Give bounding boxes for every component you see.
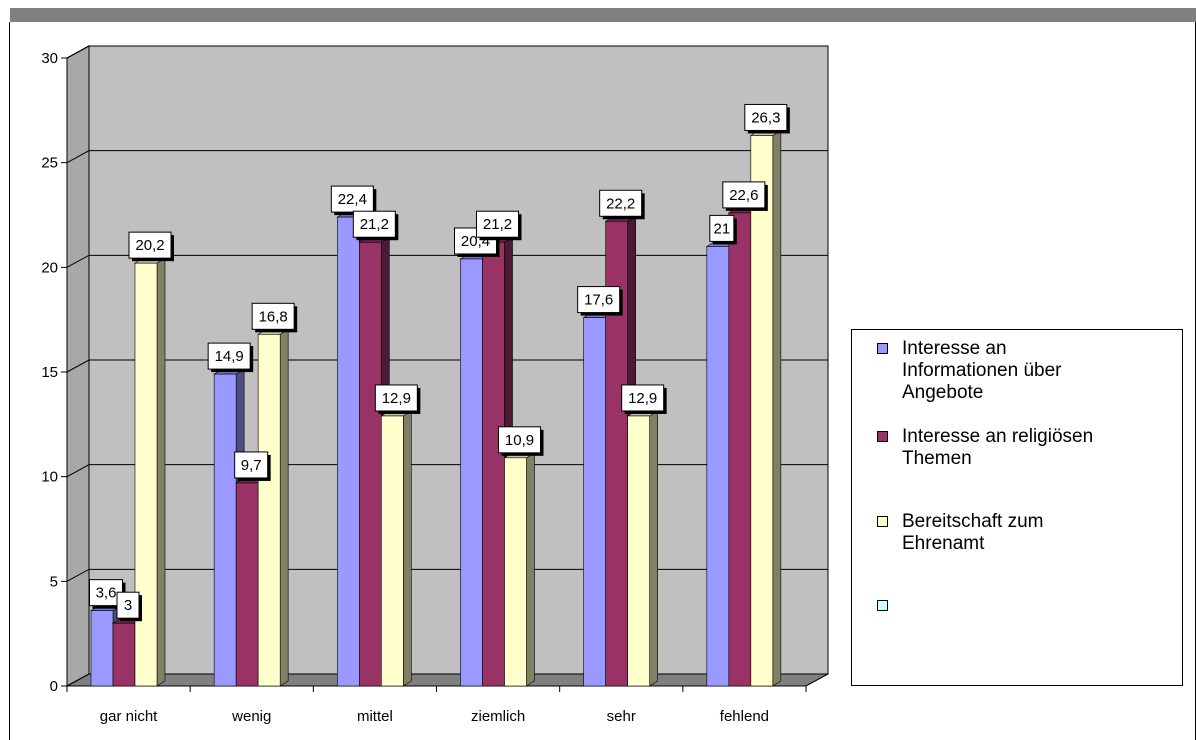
data-label: 16,8 <box>259 308 288 325</box>
data-label-box <box>577 286 621 314</box>
legend-label-3-line-2: Ehrenamt <box>902 533 985 554</box>
y-tick-label: 20 <box>41 259 58 276</box>
data-label: 21,2 <box>360 216 389 233</box>
legend-label-1-line-1: Interesse an <box>902 338 1007 359</box>
data-label: 22,4 <box>338 191 367 208</box>
bar <box>213 373 237 687</box>
bar <box>728 212 752 687</box>
bar <box>750 135 774 687</box>
data-label-box <box>722 181 766 209</box>
legend-swatch-4 <box>877 600 888 611</box>
data-label: 9,7 <box>241 457 262 474</box>
data-label: 20,2 <box>135 237 164 254</box>
data-label-box <box>599 189 643 217</box>
legend-label-2-line-1: Interesse an religiösen <box>902 426 1094 447</box>
data-label-box <box>207 342 251 370</box>
gridline <box>66 45 828 59</box>
x-tick-label: ziemlich <box>471 708 525 725</box>
data-label-box <box>234 451 269 479</box>
bar <box>359 241 382 687</box>
data-label-box <box>498 426 541 454</box>
legend-label-3: Bereitschaft zum Ehrenamt <box>902 511 1044 555</box>
legend-label-3-line-1: Bereitschaft zum <box>902 511 1044 532</box>
legend-swatch-3 <box>877 516 888 527</box>
chart-top-bar <box>10 8 1196 22</box>
bar-side <box>403 410 412 687</box>
gridline <box>66 150 828 164</box>
bar <box>627 415 650 687</box>
bar <box>583 317 606 687</box>
y-tick-label: 30 <box>41 50 58 67</box>
x-tick-label: mittel <box>357 708 393 725</box>
data-label-box <box>621 384 665 412</box>
y-tick-label: 0 <box>50 678 58 695</box>
y-tick-label: 10 <box>41 469 58 486</box>
data-label-box <box>251 302 295 330</box>
gridline <box>66 464 828 478</box>
x-tick-label: sehr <box>607 708 636 725</box>
data-label: 21,2 <box>483 216 512 233</box>
data-label: 3,6 <box>96 585 117 602</box>
gridline <box>66 359 828 373</box>
bar <box>482 241 505 687</box>
bar <box>235 482 259 687</box>
bar <box>504 457 527 687</box>
data-label: 22,6 <box>729 187 758 204</box>
bar-side <box>649 410 658 687</box>
bar <box>90 610 114 687</box>
bar <box>381 415 404 687</box>
x-tick-label: wenig <box>231 708 271 725</box>
data-label-box <box>374 384 418 412</box>
bar <box>112 622 136 687</box>
data-label-box <box>709 214 735 242</box>
bar <box>706 246 730 687</box>
legend-label-2: Interesse an religiösen Themen <box>902 426 1093 470</box>
data-label-box <box>476 210 519 238</box>
data-label: 21 <box>713 220 730 237</box>
data-label-box <box>330 185 374 213</box>
legend-swatch-2 <box>877 431 888 442</box>
data-label: 22,2 <box>606 195 635 212</box>
data-label: 14,9 <box>215 348 244 365</box>
bar <box>134 262 158 687</box>
data-label: 12,9 <box>382 390 411 407</box>
data-label: 3 <box>124 597 132 614</box>
data-label-box <box>128 231 172 259</box>
data-label: 26,3 <box>751 109 780 126</box>
legend-label-1: Interesse an Informationen über Angebote <box>902 338 1062 404</box>
gridline <box>66 568 828 582</box>
legend-swatch-1 <box>877 343 888 354</box>
y-tick-label: 5 <box>50 573 58 590</box>
bar <box>460 258 483 687</box>
legend-label-1-line-2: Informationen über <box>902 360 1062 381</box>
y-tick-label: 15 <box>41 364 58 381</box>
bar <box>337 216 360 687</box>
bar-side <box>526 452 535 687</box>
data-label-box <box>744 103 788 131</box>
y-tick-label: 25 <box>41 155 58 172</box>
data-label: 17,6 <box>584 292 613 309</box>
data-label-box <box>352 210 396 238</box>
bar-side <box>279 328 289 687</box>
legend-label-1-line-3: Angebote <box>902 382 984 403</box>
legend-label-2-line-2: Themen <box>902 448 972 469</box>
data-label: 12,9 <box>628 390 657 407</box>
bar-side <box>156 257 166 687</box>
x-tick-label: fehlend <box>720 708 769 725</box>
data-label-box <box>116 591 140 619</box>
x-tick-label: gar nicht <box>100 708 158 725</box>
bar <box>257 334 281 687</box>
bar-side <box>772 129 782 687</box>
chart-legend: Interesse an Informationen über Angebote… <box>851 329 1183 686</box>
gridline <box>66 254 828 268</box>
data-label: 10,9 <box>505 432 534 449</box>
